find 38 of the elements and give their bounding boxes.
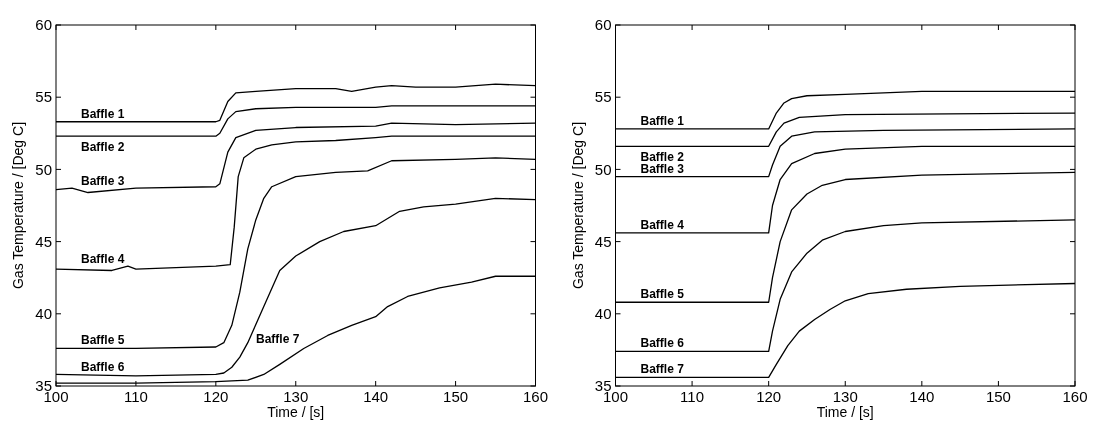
x-tick-label: 130	[283, 388, 309, 405]
x-tick-label: 120	[756, 388, 782, 405]
y-tick-label: 50	[594, 160, 612, 178]
series-label: Baffle 6	[640, 336, 685, 351]
series-label: Baffle 1	[640, 113, 685, 128]
series-label: Baffle 3	[81, 173, 125, 188]
x-tick-label: 150	[985, 388, 1011, 405]
x-tick-label: 140	[909, 388, 935, 405]
series-label: Baffle 5	[640, 287, 685, 302]
x-tick-label: 130	[832, 388, 858, 405]
x-tick-label: 110	[680, 388, 705, 405]
series-label: Baffle 1	[81, 106, 125, 121]
y-tick-label: 60	[35, 16, 52, 34]
series-label: Baffle 6	[81, 359, 125, 374]
y-axis-title: Gas Temperature / [Deg C]	[569, 121, 586, 290]
y-axis-title: Gas Temperature / [Deg C]	[10, 121, 26, 290]
x-axis-title: Time / [s]	[267, 404, 325, 420]
y-tick-label: 60	[594, 16, 612, 34]
x-tick-label: 110	[123, 388, 148, 405]
x-tick-label: 160	[522, 388, 549, 405]
y-tick-label: 40	[594, 305, 612, 323]
series-label: Baffle 2	[81, 140, 125, 155]
y-tick-label: 45	[35, 232, 52, 250]
x-axis-title: Time / [s]	[816, 404, 874, 420]
x-tick-label: 140	[363, 388, 389, 405]
series-label: Baffle 7	[256, 332, 300, 347]
x-tick-label: 150	[443, 388, 469, 405]
series-label: Baffle 4	[81, 251, 125, 266]
series-label: Baffle 4	[640, 217, 685, 232]
y-tick-label: 40	[35, 305, 52, 323]
y-tick-label: 50	[35, 160, 52, 178]
x-tick-label: 160	[1062, 388, 1088, 405]
x-tick-label: 120	[203, 388, 229, 405]
y-tick-label: 55	[35, 88, 52, 106]
y-tick-label: 45	[594, 232, 612, 250]
series-label: Baffle 7	[640, 362, 685, 377]
y-tick-label: 55	[594, 88, 612, 106]
series-label: Baffle 5	[81, 333, 125, 348]
